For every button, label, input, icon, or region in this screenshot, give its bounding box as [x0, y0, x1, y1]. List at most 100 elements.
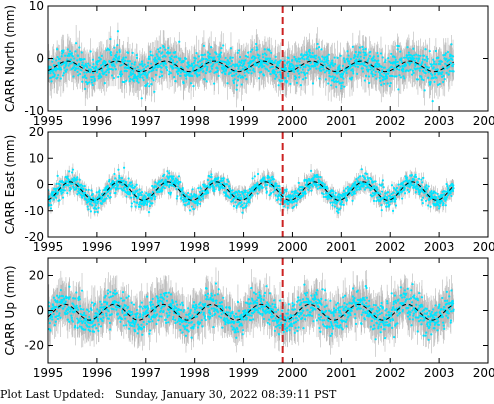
data-point [124, 180, 128, 184]
data-point [245, 78, 248, 81]
data-point [91, 204, 94, 207]
data-point [443, 78, 446, 81]
data-point [367, 68, 370, 71]
data-point [300, 53, 303, 56]
data-point [203, 78, 206, 81]
data-point [339, 73, 342, 76]
data-point [78, 46, 81, 49]
data-point [171, 65, 174, 68]
data-point [309, 67, 312, 70]
data-point [424, 48, 427, 51]
data-point [260, 62, 263, 66]
data-point [356, 55, 359, 58]
data-point [56, 48, 59, 51]
data-point [363, 79, 367, 82]
data-point [408, 53, 411, 56]
data-point [294, 76, 298, 79]
data-point [150, 62, 153, 65]
data-point [110, 54, 113, 57]
data-point [448, 70, 451, 73]
data-point [347, 54, 350, 57]
data-point [159, 46, 162, 50]
data-point [242, 68, 245, 71]
data-point [438, 82, 441, 86]
data-point [237, 49, 241, 52]
data-point [255, 42, 258, 46]
data-point [87, 68, 91, 71]
data-point [56, 76, 59, 79]
data-point [243, 71, 246, 74]
data-point [365, 65, 368, 68]
data-point [420, 75, 423, 79]
data-point [320, 69, 323, 72]
data-point [306, 53, 309, 56]
data-point [314, 57, 317, 60]
data-point [189, 82, 193, 85]
data-point [197, 65, 201, 68]
data-point [142, 78, 145, 82]
data-point [52, 190, 55, 194]
data-point [373, 59, 376, 62]
data-point [62, 49, 65, 52]
data-point [130, 68, 133, 72]
data-point [166, 68, 169, 72]
data-point [435, 76, 438, 79]
data-point [419, 66, 422, 70]
data-point [179, 71, 182, 74]
data-point [112, 76, 115, 80]
data-point [145, 191, 148, 195]
data-point [164, 55, 167, 58]
data-point [124, 56, 128, 59]
data-point [122, 179, 125, 182]
data-point [441, 71, 444, 74]
data-point [329, 66, 332, 69]
data-point [112, 180, 115, 184]
y-tick-label: 10 [29, 0, 44, 13]
data-point [226, 59, 229, 62]
data-points [48, 30, 455, 103]
data-point [361, 67, 364, 70]
data-point [75, 64, 79, 67]
data-point [340, 84, 343, 87]
data-point [158, 75, 161, 78]
data-point [218, 57, 221, 61]
data-point [263, 52, 267, 55]
data-point [113, 172, 116, 176]
data-point [129, 77, 132, 81]
data-point [354, 55, 357, 58]
data-point [333, 76, 337, 79]
data-point [371, 75, 375, 78]
data-point [273, 70, 276, 74]
data-point [287, 60, 290, 63]
data-point [76, 59, 79, 62]
data-point [359, 51, 362, 54]
data-point [326, 55, 329, 58]
data-point [268, 57, 272, 60]
data-point [216, 69, 219, 72]
data-point [152, 69, 155, 72]
data-point [433, 80, 436, 84]
data-point [359, 55, 362, 58]
data-point [132, 79, 135, 82]
data-point [105, 73, 108, 77]
data-point [331, 61, 334, 65]
data-point [118, 176, 121, 179]
data-point [286, 72, 290, 75]
data-point [116, 184, 120, 187]
data-point [148, 70, 151, 73]
data-point [198, 73, 201, 77]
data-point [88, 64, 91, 67]
data-point [108, 67, 111, 71]
data-point [86, 66, 89, 69]
data-point [231, 56, 234, 59]
data-point [290, 67, 293, 70]
data-point [274, 73, 278, 76]
data-point [212, 82, 216, 85]
data-point [350, 76, 354, 79]
data-point [220, 47, 223, 50]
data-point [228, 62, 231, 65]
data-point [95, 207, 98, 210]
data-point [232, 63, 235, 66]
data-point [121, 189, 125, 192]
data-point [217, 63, 221, 66]
